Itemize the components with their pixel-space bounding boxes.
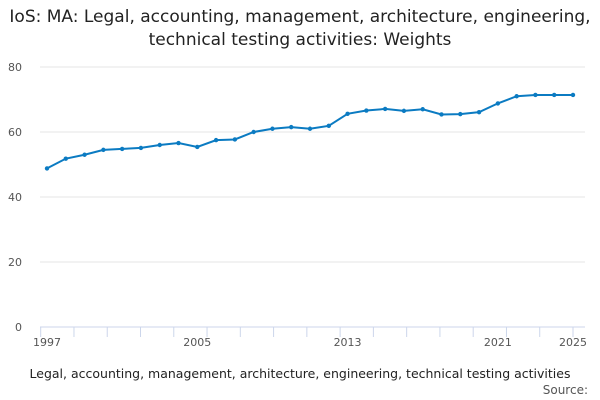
data-point [420,107,425,112]
data-point [44,166,50,171]
data-point [157,142,162,148]
data-point [570,92,576,98]
data-point [401,108,407,114]
x-tick-label: 1997 [33,336,61,349]
y-tick-label: 20 [8,256,22,269]
data-point [101,147,106,153]
x-tick-label: 2021 [484,336,512,349]
data-point [63,156,68,161]
x-tick-label: 2005 [183,336,211,349]
chart-title: IoS: MA: Legal, accounting, management, … [9,7,591,50]
data-point [514,94,519,99]
data-point [82,152,87,157]
data-point [495,101,501,106]
y-tick-label: 40 [8,191,22,204]
data-point [138,145,144,151]
data-point [213,137,219,143]
data-point [345,111,350,117]
data-point [533,92,538,98]
data-point [326,123,331,129]
data-point [232,137,238,142]
source-label: Source: [542,383,588,397]
data-point [307,126,313,131]
y-tick-label: 60 [8,126,22,139]
data-point [439,112,444,117]
data-point [251,129,256,135]
y-tick-label: 80 [8,61,22,74]
data-point [270,126,275,131]
x-tick-label: 2025 [559,336,587,349]
data-point [364,108,369,113]
y-tick-label: 0 [15,321,22,334]
x-axis-label: Legal, accounting, management, architect… [29,366,571,381]
data-point [176,140,181,146]
data-point [382,106,388,112]
data-point [476,109,482,115]
data-point [195,144,200,150]
data-point [289,124,294,130]
data-point [458,111,463,117]
x-tick-label: 2013 [334,336,362,349]
data-point [552,92,557,98]
data-point [119,146,125,152]
